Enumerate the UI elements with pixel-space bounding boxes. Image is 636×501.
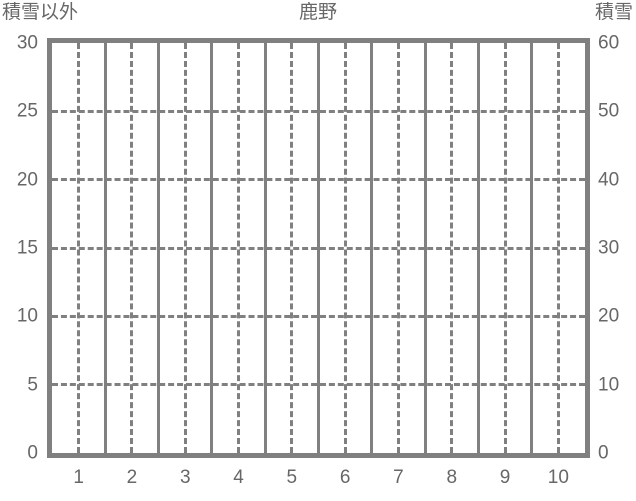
right-axis-title: 積雪 [594,2,633,23]
horizontal-gridline-dashed [52,109,585,113]
horizontal-gridline-dashed [52,314,585,318]
right-axis-tick-label: 60 [598,32,620,54]
left-axis-tick-label: 10 [16,305,38,327]
x-axis-tick-label: 7 [393,467,404,488]
x-axis-tick-label: 5 [286,467,298,488]
x-axis-tick-label: 4 [233,467,244,488]
x-axis-tick-label: 6 [339,467,351,488]
left-axis-title: 積雪以外 [2,2,79,23]
x-axis-tick-label: 2 [126,467,138,488]
right-axis-tick-label: 10 [598,374,620,396]
plot-grid [52,43,585,453]
right-axis-tick-label: 50 [598,100,620,122]
right-axis-tick-label: 30 [598,237,620,259]
x-axis-tick-label: 10 [547,467,569,488]
left-axis-tick-label: 20 [16,169,38,191]
left-axis-tick-label: 5 [27,374,38,396]
x-axis-tick-label: 3 [179,467,191,488]
chart-title: 鹿野 [298,2,337,23]
right-axis-tick-label: 40 [598,169,620,191]
left-axis-tick-label: 0 [27,442,38,464]
right-axis-tick-label: 0 [598,442,609,464]
horizontal-gridline-dashed [52,383,585,387]
right-axis-tick-label: 20 [598,305,620,327]
x-axis-tick-label: 8 [446,467,458,488]
left-axis-tick-label: 15 [16,237,38,259]
left-axis-tick-label: 30 [16,32,38,54]
horizontal-gridline-dashed [52,246,585,250]
x-axis-tick-label: 9 [499,467,511,488]
plot-area [47,38,590,458]
left-axis-tick-label: 25 [16,100,38,122]
x-axis-tick-label: 1 [73,467,84,488]
horizontal-gridline-dashed [52,178,585,182]
